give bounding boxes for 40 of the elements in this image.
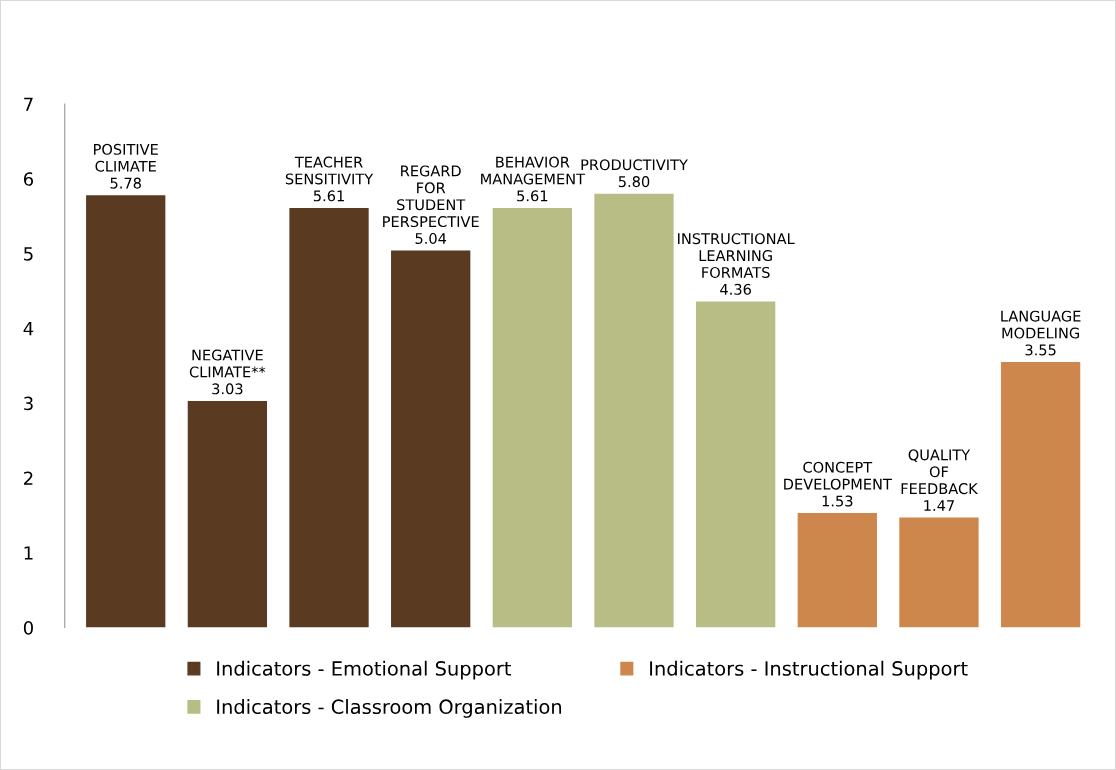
bar bbox=[289, 207, 369, 628]
y-tick-label: 7 bbox=[24, 97, 33, 111]
y-tick-label: 1 bbox=[24, 546, 33, 560]
x-tick-label: POSITIVE CLIMATE bbox=[94, 143, 158, 172]
y-tick-label: 0 bbox=[23, 621, 33, 635]
bar bbox=[594, 193, 674, 628]
y-tick-label: 4 bbox=[23, 322, 34, 336]
x-tick-label: QUALITY OF FEEDBACK bbox=[901, 449, 979, 495]
y-tick-label: 3 bbox=[24, 396, 33, 411]
data-label: 4.36 bbox=[720, 283, 751, 295]
legend-label: Indicators - Instructional Support bbox=[650, 660, 968, 680]
x-tick-label: NEGATIVE CLIMATE** bbox=[189, 349, 266, 378]
bar bbox=[797, 513, 877, 628]
x-tick-label: LANGUAGE MODELING bbox=[1001, 310, 1081, 339]
data-label: 5.80 bbox=[618, 176, 650, 188]
bar bbox=[899, 517, 979, 628]
x-tick-label: PRODUCTIVITY bbox=[581, 159, 688, 171]
x-tick-label: TEACHER SENSITIVITY bbox=[285, 156, 374, 185]
x-tick-label: CONCEPT DEVELOPMENT bbox=[784, 461, 892, 490]
legend-label: Indicators - Classroom Organization bbox=[217, 699, 562, 718]
y-tick-label: 5 bbox=[24, 247, 33, 261]
data-label: 1.53 bbox=[822, 495, 853, 507]
bar bbox=[1000, 362, 1081, 628]
data-label: 5.61 bbox=[313, 190, 344, 202]
data-label: 5.61 bbox=[517, 190, 548, 202]
data-label: 5.78 bbox=[110, 177, 141, 189]
bar bbox=[86, 195, 166, 628]
bar bbox=[696, 301, 776, 628]
y-tick-label: 6 bbox=[23, 172, 34, 186]
bar bbox=[391, 250, 471, 628]
y-tick-label: 2 bbox=[24, 471, 33, 485]
bar bbox=[187, 400, 268, 628]
data-label: 3.55 bbox=[1025, 344, 1056, 356]
bar bbox=[492, 207, 572, 628]
x-tick-label: REGARD FOR STUDENT PERSPECTIVE bbox=[383, 165, 479, 228]
data-label: 5.04 bbox=[415, 232, 447, 244]
data-label: 1.47 bbox=[924, 500, 954, 511]
legend-label: Indicators - Emotional Support bbox=[217, 660, 512, 680]
data-label: 3.03 bbox=[212, 383, 243, 395]
x-tick-label: INSTRUCTIONAL LEARNING FORMATS bbox=[678, 233, 795, 278]
